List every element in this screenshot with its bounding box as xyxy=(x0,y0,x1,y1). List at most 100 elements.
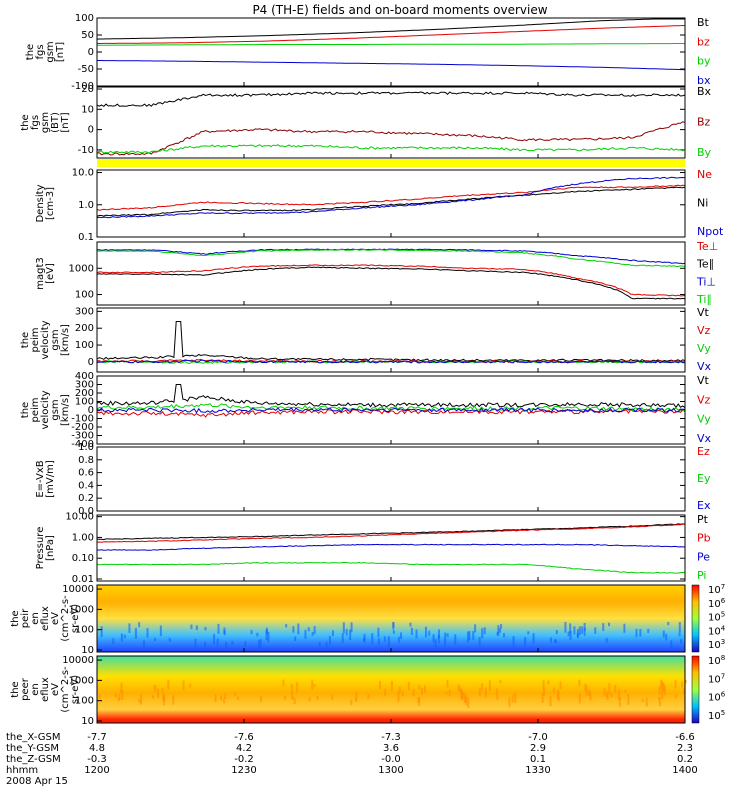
y-axis-label-line: gsm xyxy=(50,399,61,420)
panel-7: 1.0 0.8 0.60.4 0.2 0.0 E=-VxB [mV/m] Ez Ey Ex xyxy=(35,442,711,517)
colorbar-tick-label: 107 xyxy=(708,672,725,685)
y-tick-label: 10000 xyxy=(62,584,94,595)
y-axis-label-line: fgs xyxy=(30,115,41,130)
spectrogram-pixel xyxy=(412,689,415,697)
spectrogram-pixel xyxy=(100,626,103,637)
spectrogram-pixel xyxy=(500,624,503,629)
spectrogram-pixel xyxy=(140,694,143,705)
series-line xyxy=(96,91,686,108)
series-line xyxy=(96,561,686,574)
legend-entry: Vx xyxy=(697,360,712,373)
series-line xyxy=(96,184,686,211)
spectrogram-pixel xyxy=(350,622,353,633)
series-line xyxy=(96,523,686,541)
spectrogram-pixel xyxy=(542,680,545,690)
spectrogram-pixel xyxy=(641,698,644,702)
spectrogram-pixel xyxy=(331,694,334,700)
x-axis-value: 2.9 xyxy=(530,743,546,754)
series-line xyxy=(97,25,686,44)
x-axis-row-label: the_Y-GSM xyxy=(6,743,59,754)
spectrogram-pixel xyxy=(670,640,673,650)
series-line xyxy=(97,43,685,46)
legend-entry: Ey xyxy=(697,472,711,485)
legend-entry: Ex xyxy=(697,499,711,512)
spectrogram-pixel xyxy=(392,621,395,630)
spectrogram-pixel xyxy=(618,697,621,707)
y-axis-label-line: the xyxy=(25,44,36,60)
spectrogram-pixel xyxy=(514,692,517,704)
x-axis-value: 4.8 xyxy=(89,743,105,754)
spectrogram-pixel xyxy=(465,694,468,706)
y-axis-label-line: [km/s] xyxy=(60,324,71,356)
spectrogram-pixel xyxy=(225,641,228,650)
spectrogram-pixel xyxy=(683,688,686,695)
y-axis-label-line: gsm xyxy=(40,112,51,133)
series-line xyxy=(97,60,686,71)
legend-entry: Pi xyxy=(697,569,706,582)
spectrogram-pixel xyxy=(623,623,626,633)
spectrogram-pixel xyxy=(157,688,160,699)
y-axis-label: Density [cm-3] xyxy=(35,184,56,222)
spectrogram-pixel xyxy=(660,680,663,689)
y-axis-label-line: peir xyxy=(20,608,31,628)
y-tick-label: 1.0 xyxy=(78,442,94,453)
series-line xyxy=(96,359,686,364)
series-line xyxy=(96,186,686,217)
spectrogram-pixel xyxy=(308,696,311,702)
y-axis-label-line: eV xyxy=(50,612,61,625)
legend-entry: Vt xyxy=(697,374,710,387)
spectrogram-pixel xyxy=(250,629,253,635)
spectrogram-pixel xyxy=(499,680,502,684)
y-tick-label: -100 xyxy=(71,414,94,425)
spectrogram-pixel xyxy=(285,623,288,628)
y-tick-label: 100 xyxy=(75,13,94,24)
spectrogram-pixel xyxy=(213,634,216,645)
x-axis-value: -0.2 xyxy=(234,754,254,765)
y-tick-label: -400 xyxy=(71,439,94,450)
spectrogram-pixel xyxy=(123,634,126,639)
spectrogram-pixel xyxy=(483,627,486,635)
spectrogram-pixel xyxy=(237,696,240,701)
spectrogram-pixel xyxy=(583,627,586,636)
y-axis-label-line: sr-eV) xyxy=(70,675,81,704)
legend-entry: Pe xyxy=(697,550,710,563)
spectrogram-pixel xyxy=(424,626,427,638)
spectrogram-pixel xyxy=(678,631,681,637)
spectrogram-pixel xyxy=(121,690,124,700)
spectrogram-pixel xyxy=(407,681,410,691)
spectrogram-pixel xyxy=(444,632,447,641)
panel-4: 1000 100 magt3 [eV] Te⊥ Te∥ Ti⊥ Ti∥ xyxy=(35,240,718,306)
y-tick-label: 0.0 xyxy=(78,506,94,517)
legend-entry: Te⊥ xyxy=(696,240,718,253)
colorbar-tick-label: 106 xyxy=(708,597,726,610)
spectrogram-pixel xyxy=(316,695,319,701)
spectrogram-pixel xyxy=(550,637,553,643)
spectrogram-pixel xyxy=(662,683,665,691)
spectrogram-pixel xyxy=(282,679,285,687)
spectrogram-pixel xyxy=(118,693,121,700)
legend-entry: bx xyxy=(697,74,711,87)
spectrogram-pixel xyxy=(552,687,555,694)
spectrogram-pixel xyxy=(297,623,300,635)
spectrogram-pixel xyxy=(481,683,484,691)
spectrogram-pixel xyxy=(138,622,141,628)
spectrogram-pixel xyxy=(128,623,131,633)
spectrogram-pixel xyxy=(318,641,321,648)
y-axis-label-line: sr-eV) xyxy=(70,604,81,633)
series-line xyxy=(96,523,686,543)
y-tick-label: 400 xyxy=(75,371,94,382)
y-axis-label-line: en xyxy=(30,683,41,696)
spectrogram-pixel xyxy=(345,629,348,636)
spectrogram-pixel xyxy=(355,697,358,702)
legend-entry: Ti⊥ xyxy=(696,275,716,288)
spectrogram-pixel xyxy=(256,632,259,637)
spectrogram-pixel xyxy=(349,629,352,641)
series-line xyxy=(96,248,686,268)
spectrogram-pixel xyxy=(684,680,687,684)
spectrogram-pixel xyxy=(307,627,310,632)
spectrogram-pixel xyxy=(667,621,670,626)
x-axis-value: 2.3 xyxy=(677,743,693,754)
legend-entry: Vy xyxy=(697,342,711,355)
